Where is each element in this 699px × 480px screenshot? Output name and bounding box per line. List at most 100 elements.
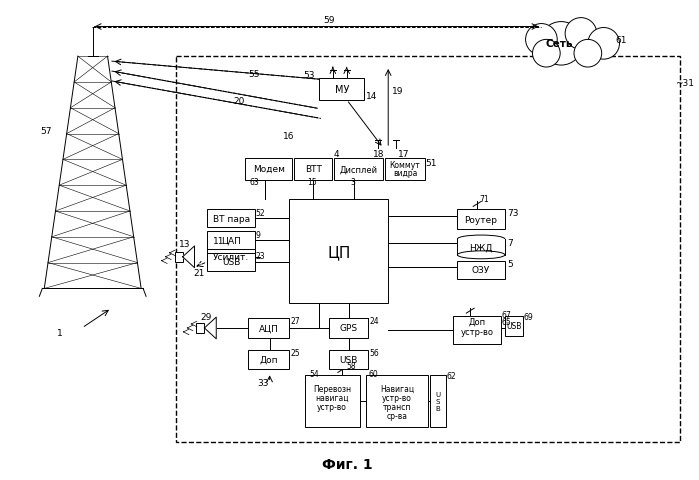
Text: 58: 58 (347, 361, 356, 370)
Circle shape (533, 40, 560, 68)
Text: Дисплей: Дисплей (340, 165, 377, 174)
Circle shape (565, 19, 597, 50)
Text: НЖД: НЖД (469, 243, 493, 252)
Text: 51: 51 (426, 159, 438, 168)
Ellipse shape (457, 236, 505, 243)
Text: видра: видра (393, 169, 417, 178)
Text: 52: 52 (256, 208, 266, 217)
Text: МУ: МУ (335, 84, 349, 95)
Bar (319, 79, 364, 100)
Bar (245, 158, 292, 180)
Text: U
S
B: U S B (435, 391, 440, 411)
Bar (329, 318, 368, 338)
Text: 16: 16 (283, 132, 294, 141)
Text: ВТТ: ВТТ (305, 165, 322, 174)
Bar (248, 350, 289, 370)
Text: 7: 7 (507, 239, 512, 248)
Text: устр-во: устр-во (317, 402, 347, 411)
Text: Сеть: Сеть (545, 39, 573, 49)
Text: ЦАП: ЦАП (221, 236, 241, 245)
Ellipse shape (457, 252, 505, 259)
Bar (208, 210, 255, 228)
Text: 54: 54 (309, 369, 319, 378)
Text: 63: 63 (250, 178, 259, 187)
Bar (457, 240, 505, 255)
Bar (208, 253, 255, 271)
Bar (366, 376, 428, 427)
Bar (334, 158, 383, 180)
Bar (430, 376, 445, 427)
Text: 29: 29 (201, 312, 212, 321)
Polygon shape (204, 317, 216, 339)
Text: GPS: GPS (340, 324, 358, 333)
Text: USB: USB (222, 258, 240, 267)
Bar (294, 158, 332, 180)
Text: 61: 61 (616, 36, 627, 45)
Bar (175, 252, 182, 262)
Text: 17: 17 (398, 149, 410, 158)
Text: Фиг. 1: Фиг. 1 (322, 457, 373, 471)
Text: 55: 55 (248, 70, 259, 79)
Bar (208, 247, 255, 267)
Circle shape (574, 40, 602, 68)
Text: 25: 25 (290, 348, 300, 358)
Text: USB: USB (340, 355, 358, 364)
Text: 33: 33 (258, 378, 269, 387)
Text: Доп: Доп (259, 355, 278, 364)
Text: 24: 24 (370, 316, 379, 325)
Text: 59: 59 (323, 16, 335, 25)
Text: АЦП: АЦП (259, 324, 279, 333)
Text: 56: 56 (370, 348, 379, 358)
Bar (196, 324, 204, 333)
Text: 14: 14 (366, 92, 377, 101)
Text: 11: 11 (212, 237, 224, 246)
Text: 20: 20 (233, 97, 245, 106)
Text: Коммут: Коммут (389, 161, 420, 170)
Text: 71: 71 (479, 194, 489, 204)
Text: 53: 53 (303, 72, 315, 80)
Text: 57: 57 (41, 127, 52, 135)
Text: 73: 73 (507, 208, 519, 217)
Bar (175, 57, 679, 442)
Circle shape (526, 24, 557, 56)
Text: 9: 9 (256, 230, 261, 239)
Text: 69: 69 (524, 312, 533, 321)
Text: 65: 65 (502, 317, 512, 326)
Text: 21: 21 (194, 268, 205, 277)
Text: ~31: ~31 (675, 79, 694, 88)
Text: 23: 23 (256, 252, 266, 261)
Text: Доп
устр-во: Доп устр-во (461, 317, 493, 336)
Text: трансп: трансп (383, 402, 411, 411)
Text: 1: 1 (57, 329, 63, 338)
Text: Перевозн: Перевозн (313, 384, 351, 393)
Text: 5: 5 (507, 260, 512, 269)
Bar (329, 350, 368, 370)
Text: 18: 18 (373, 149, 385, 158)
Text: 13: 13 (179, 240, 190, 249)
Text: ОЗУ: ОЗУ (472, 265, 490, 275)
Text: 67: 67 (502, 310, 512, 319)
Text: 19: 19 (392, 87, 403, 96)
Bar (454, 316, 501, 344)
Bar (208, 232, 255, 250)
Circle shape (588, 28, 619, 60)
Text: USB: USB (506, 322, 521, 331)
Text: 62: 62 (447, 371, 456, 380)
Bar (385, 158, 425, 180)
Text: Модем: Модем (252, 165, 284, 174)
Text: 27: 27 (290, 316, 300, 325)
Text: навигац: навигац (315, 393, 349, 402)
Polygon shape (182, 246, 194, 268)
Text: ср-ва: ср-ва (387, 411, 408, 420)
Circle shape (540, 23, 583, 66)
Text: Роутер: Роутер (465, 216, 498, 224)
Text: Навигац: Навигац (380, 384, 415, 393)
Bar (457, 261, 505, 279)
Bar (305, 376, 359, 427)
Text: Усилит.: Усилит. (213, 253, 250, 262)
Text: 15: 15 (307, 178, 317, 187)
Bar (248, 318, 289, 338)
Text: 3: 3 (351, 178, 356, 187)
Bar (457, 210, 505, 229)
Text: 4: 4 (334, 149, 340, 158)
